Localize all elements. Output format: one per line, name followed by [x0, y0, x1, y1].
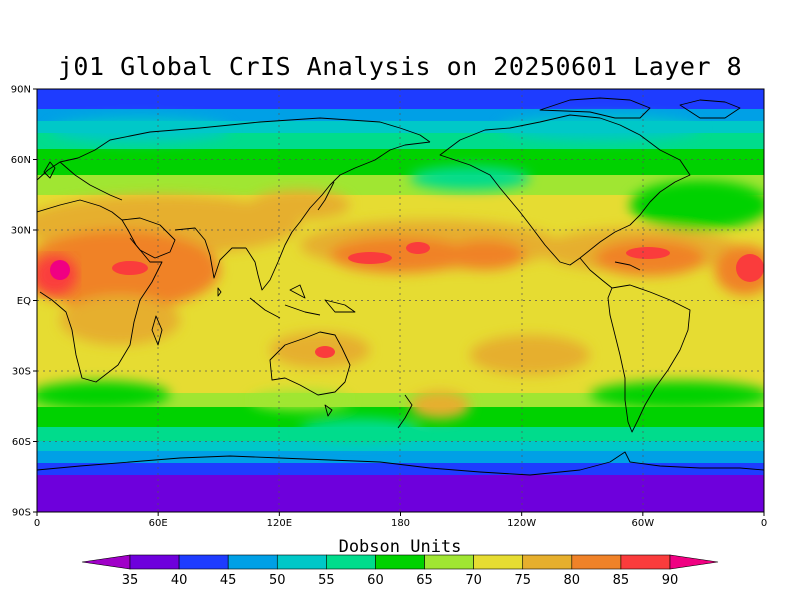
latitude-ticks: 90N 60N 30N EQ 30S 60S 90S [11, 85, 37, 519]
lon-tick-label: 0 [34, 518, 40, 529]
gridlines [37, 89, 764, 512]
colorbar-level-label: 35 [122, 573, 139, 588]
colorbar-swatch [326, 554, 376, 570]
lon-tick-label: 120W [507, 518, 536, 529]
colorbar-level-label: 90 [662, 573, 679, 588]
colorbar-swatch [424, 554, 474, 570]
colorbar-level-label: 45 [220, 573, 237, 588]
colorbar-level-label: 40 [171, 573, 188, 588]
lat-tick-label: 30N [11, 226, 31, 237]
colorbar-labels: 35 40 45 50 55 60 65 70 75 80 85 90 [122, 573, 679, 588]
ozone-field [37, 89, 764, 512]
colorbar-swatch [227, 554, 278, 570]
colorbar-level-label: 50 [269, 573, 286, 588]
colorbar-level-label: 65 [416, 573, 433, 588]
longitude-ticks: 0 60E 120E 180 120W 60W 0 [34, 512, 767, 529]
map-title: j01 Global CrIS Analysis on 20250601 Lay… [57, 52, 743, 81]
colorbar-swatch [522, 554, 573, 570]
colorbar-level-label: 55 [318, 573, 335, 588]
colorbar-title: Dobson Units [338, 537, 462, 557]
lat-tick-label: 60N [11, 155, 31, 166]
lat-tick-label: EQ [17, 296, 31, 307]
colorbar-swatch [571, 554, 622, 570]
colorbar-swatch [276, 554, 327, 570]
lon-tick-label: 60W [632, 518, 655, 529]
coastlines [37, 97, 764, 476]
lat-tick-label: 90S [12, 508, 31, 519]
colorbar-swatches [81, 554, 719, 570]
colorbar-swatch [178, 554, 229, 570]
colorbar-level-label: 85 [613, 573, 630, 588]
colorbar-swatch [620, 554, 671, 570]
colorbar-level-label: 80 [564, 573, 581, 588]
lat-tick-label: 30S [12, 367, 31, 378]
lat-tick-label: 90N [11, 85, 31, 96]
colorbar-level-label: 75 [514, 573, 531, 588]
lon-tick-label: 120E [267, 518, 292, 529]
colorbar-level-label: 60 [367, 573, 384, 588]
lat-tick-label: 60S [12, 437, 31, 448]
colorbar-max-arrow [669, 554, 719, 570]
colorbar-swatch [129, 554, 180, 570]
lon-tick-label: 0 [761, 518, 767, 529]
colorbar-swatch [375, 554, 425, 570]
colorbar-swatch [473, 554, 524, 570]
colorbar-min-arrow [81, 554, 131, 570]
lon-tick-label: 60E [149, 518, 168, 529]
lon-tick-label: 180 [391, 518, 410, 529]
colorbar-level-label: 70 [465, 573, 482, 588]
